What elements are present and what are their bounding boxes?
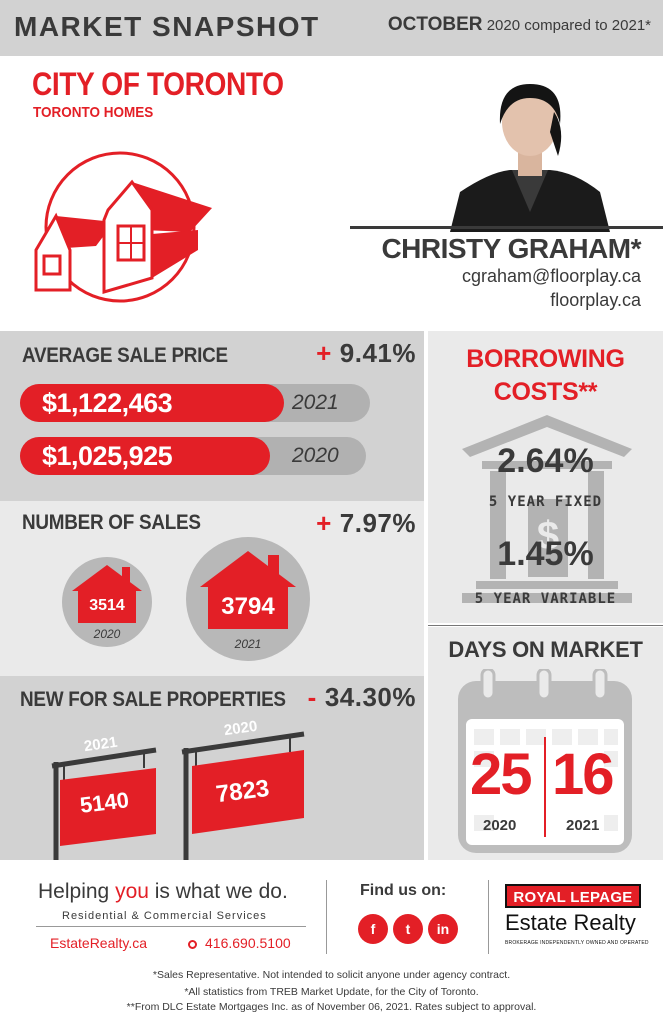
- header-comparison-text: 2020 compared to 2021*: [486, 17, 651, 34]
- phone-bullet-icon: [188, 939, 197, 949]
- number-of-sales-change: +7.97%: [316, 508, 416, 539]
- borrowing-costs-panel: BORROWING COSTS** $ 2.64% 5 YEAR FIXED 1…: [428, 331, 663, 623]
- days-value-2020: 25: [470, 742, 532, 807]
- agent-email[interactable]: cgraham@floorplay.ca: [461, 266, 641, 286]
- page-title: MARKET SNAPSHOT: [14, 11, 320, 42]
- footer-divider: [36, 926, 306, 927]
- borrowing-title-line1: BORROWING: [466, 345, 625, 373]
- days-year-2020: 2020: [483, 817, 517, 834]
- twitter-icon[interactable]: t: [393, 914, 423, 944]
- city-subtitle: TORONTO HOMES: [33, 104, 154, 121]
- agent-divider: [350, 226, 663, 229]
- number-of-sales-panel: NUMBER OF SALES +7.97% 3514 2020 3794 20…: [0, 501, 424, 676]
- sales-year-2020: 2020: [93, 627, 121, 641]
- footer-vertical-divider: [488, 880, 489, 954]
- header-bar: [0, 0, 663, 56]
- price-bar-2020: $1,025,925: [20, 437, 270, 475]
- change-sign: +: [316, 508, 332, 538]
- svg-text:$: $: [537, 514, 559, 558]
- fixed-rate: 2.64%: [497, 442, 594, 480]
- for-sale-sign-icon: [51, 747, 157, 860]
- house-icon: [200, 551, 296, 629]
- average-sale-price-panel: AVERAGE SALE PRICE +9.41% $1,122,463 202…: [0, 331, 424, 501]
- tagline-pre: Helping: [38, 880, 116, 903]
- new-for-sale-panel: NEW FOR SALE PROPERTIES -34.30% 2021 514…: [0, 676, 424, 860]
- days-title: DAYS ON MARKET: [448, 637, 643, 662]
- borrowing-title-line2: COSTS**: [493, 378, 598, 406]
- tagline-you: you: [115, 880, 149, 903]
- average-sale-price-title: AVERAGE SALE PRICE: [22, 344, 228, 367]
- sales-value-2020: 3514: [89, 597, 125, 614]
- footer-vertical-divider: [326, 880, 327, 954]
- brokerage-phone[interactable]: 416.690.5100: [188, 935, 291, 951]
- tagline: Helping you is what we do.: [38, 880, 288, 904]
- tagline-post: is what we do.: [148, 880, 288, 903]
- services-text: Residential & Commercial Services: [62, 910, 267, 922]
- borrowing-title: BORROWING COSTS**: [428, 343, 663, 409]
- brand-tagline: BROKERAGE INDEPENDENTLY OWNED AND OPERAT…: [505, 940, 649, 946]
- royal-lepage-logo: ROYAL LEPAGE: [505, 884, 641, 908]
- agent-website[interactable]: floorplay.ca: [550, 290, 641, 310]
- new-for-sale-title: NEW FOR SALE PROPERTIES: [20, 688, 286, 711]
- facebook-icon[interactable]: f: [358, 914, 388, 944]
- footnote-2: *All statistics from TREB Market Update,…: [184, 986, 479, 998]
- days-on-market-panel: DAYS ON MARKET 25 16 2020 2021: [428, 627, 663, 860]
- price-year-2020: 2020: [292, 444, 339, 467]
- sales-value-2021: 3794: [221, 593, 275, 620]
- house-icon: [72, 565, 142, 623]
- bank-building-icon: $: [462, 415, 632, 603]
- number-of-sales-title: NUMBER OF SALES: [22, 511, 201, 534]
- change-value: 34.30%: [324, 682, 416, 712]
- average-sale-price-change: +9.41%: [316, 338, 416, 369]
- change-sign: +: [316, 338, 332, 368]
- days-value-2021: 16: [552, 742, 614, 807]
- agent-name: CHRISTY GRAHAM*: [381, 233, 641, 264]
- divider: [428, 625, 663, 626]
- calendar-icon: [458, 669, 632, 853]
- change-value: 7.97%: [339, 508, 416, 538]
- price-bar-2021: $1,122,463: [20, 384, 284, 422]
- change-sign: -: [307, 682, 317, 712]
- city-name: CITY OF TORONTO: [32, 66, 284, 102]
- sales-year-2021: 2021: [234, 637, 262, 651]
- variable-label: 5 YEAR VARIABLE: [474, 591, 617, 607]
- brokerage-website-link[interactable]: EstateRealty.ca: [50, 935, 148, 951]
- houses-logo-icon: [34, 151, 212, 303]
- linkedin-icon[interactable]: in: [428, 914, 458, 944]
- agent-photo: [450, 84, 610, 232]
- variable-rate: 1.45%: [497, 535, 594, 573]
- brand-name: Estate Realty: [505, 910, 636, 935]
- phone-number: 416.690.5100: [205, 935, 291, 951]
- header-month: OCTOBER: [387, 14, 483, 35]
- fixed-label: 5 YEAR FIXED: [488, 494, 603, 510]
- find-us-label: Find us on:: [360, 882, 447, 899]
- change-value: 9.41%: [339, 338, 416, 368]
- header-comparison: OCTOBER 2020 compared to 2021*: [388, 14, 651, 36]
- days-year-2021: 2021: [566, 817, 600, 834]
- price-year-2021: 2021: [292, 391, 339, 414]
- footnote-3: **From DLC Estate Mortgages Inc. as of N…: [126, 1001, 537, 1013]
- new-for-sale-change: -34.30%: [308, 682, 416, 713]
- footnote-1: *Sales Representative. Not intended to s…: [152, 969, 511, 981]
- for-sale-sign-icon: [181, 731, 305, 860]
